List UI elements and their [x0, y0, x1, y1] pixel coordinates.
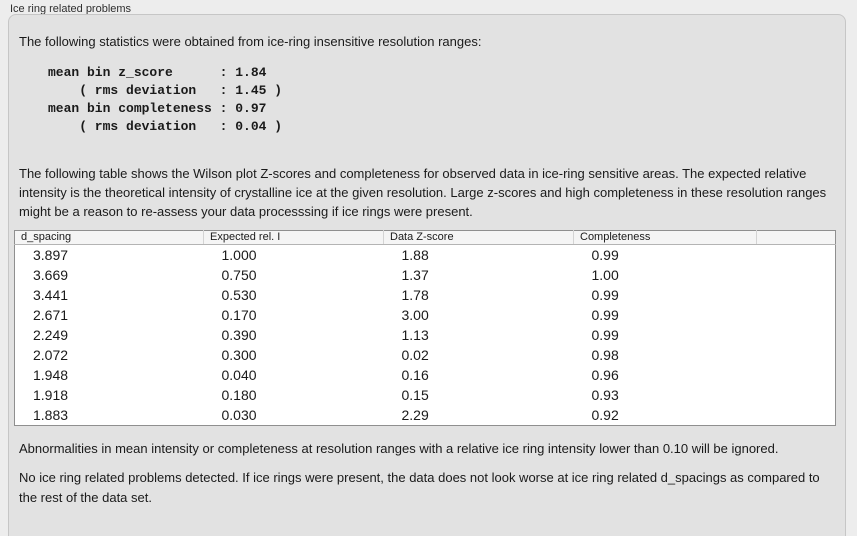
- ice-ring-table: d_spacing Expected rel. I Data Z-score C…: [14, 230, 836, 426]
- column-header-data-z-score[interactable]: Data Z-score: [383, 230, 574, 245]
- cell-completeness: 1.00: [591, 267, 619, 283]
- cell-expected-rel-i: 0.530: [221, 287, 257, 303]
- cell-data-z-score: 0.15: [401, 387, 429, 403]
- cell-expected-rel-i: 0.390: [221, 327, 257, 343]
- column-header-spacer: [756, 230, 836, 245]
- cell-completeness: 0.98: [591, 347, 619, 363]
- table-row[interactable]: 3.441 0.530 1.78 0.99: [15, 285, 836, 305]
- cell-completeness: 0.96: [591, 367, 619, 383]
- ice-ring-panel: The following statistics were obtained f…: [8, 14, 846, 536]
- stats-block: mean bin z_score : 1.84 ( rms deviation …: [48, 64, 833, 136]
- cell-data-z-score: 3.00: [401, 307, 429, 323]
- cell-completeness: 0.93: [591, 387, 619, 403]
- cell-completeness: 0.99: [591, 247, 619, 263]
- column-header-completeness[interactable]: Completeness: [573, 230, 757, 245]
- cell-expected-rel-i: 0.750: [221, 267, 257, 283]
- table-row[interactable]: 2.072 0.300 0.02 0.98: [15, 345, 836, 365]
- cell-d-spacing: 2.249: [33, 327, 69, 343]
- cell-data-z-score: 2.29: [401, 407, 429, 423]
- cell-expected-rel-i: 0.040: [221, 367, 257, 383]
- cell-spacer: [757, 405, 836, 426]
- page-title: Ice ring related problems: [10, 3, 132, 15]
- cell-d-spacing: 1.918: [33, 387, 69, 403]
- column-header-expected-rel-i[interactable]: Expected rel. I: [203, 230, 384, 245]
- table-row[interactable]: 2.671 0.170 3.00 0.99: [15, 305, 836, 325]
- cell-spacer: [757, 365, 836, 385]
- stat-line-z-score-rms: ( rms deviation : 1.45 ): [48, 83, 283, 98]
- cell-spacer: [757, 305, 836, 325]
- cell-d-spacing: 3.897: [33, 247, 69, 263]
- cell-d-spacing: 2.671: [33, 307, 69, 323]
- intro-text: The following statistics were obtained f…: [19, 34, 482, 49]
- table-row[interactable]: 1.883 0.030 2.29 0.92: [15, 405, 836, 426]
- cell-expected-rel-i: 0.300: [221, 347, 257, 363]
- cell-spacer: [757, 345, 836, 365]
- cell-spacer: [757, 325, 836, 345]
- cell-data-z-score: 1.13: [401, 327, 429, 343]
- stat-line-mean-completeness: mean bin completeness : 0.97: [48, 101, 267, 116]
- cell-d-spacing: 1.883: [33, 407, 69, 423]
- cell-spacer: [757, 385, 836, 405]
- cell-data-z-score: 0.16: [401, 367, 429, 383]
- table-body: 3.897 1.000 1.88 0.99 3.669 0.750 1.37 1…: [15, 245, 836, 426]
- cell-data-z-score: 0.02: [401, 347, 429, 363]
- cell-spacer: [757, 245, 836, 266]
- cell-completeness: 0.92: [591, 407, 619, 423]
- cell-expected-rel-i: 0.180: [221, 387, 257, 403]
- cell-spacer: [757, 265, 836, 285]
- cell-completeness: 0.99: [591, 327, 619, 343]
- table-description: The following table shows the Wilson plo…: [19, 166, 827, 219]
- cell-d-spacing: 2.072: [33, 347, 69, 363]
- conclusion-text: No ice ring related problems detected. I…: [19, 470, 820, 505]
- cell-data-z-score: 1.88: [401, 247, 429, 263]
- cell-d-spacing: 3.669: [33, 267, 69, 283]
- cell-expected-rel-i: 0.170: [221, 307, 257, 323]
- cell-completeness: 0.99: [591, 287, 619, 303]
- column-header-d-spacing[interactable]: d_spacing: [14, 230, 204, 245]
- cell-expected-rel-i: 0.030: [221, 407, 257, 423]
- cell-spacer: [757, 285, 836, 305]
- cell-data-z-score: 1.37: [401, 267, 429, 283]
- stat-line-mean-z-score: mean bin z_score : 1.84: [48, 65, 267, 80]
- cell-completeness: 0.99: [591, 307, 619, 323]
- cell-expected-rel-i: 1.000: [221, 247, 257, 263]
- ignore-note: Abnormalities in mean intensity or compl…: [19, 441, 779, 456]
- table-row[interactable]: 1.948 0.040 0.16 0.96: [15, 365, 836, 385]
- cell-data-z-score: 1.78: [401, 287, 429, 303]
- table-row[interactable]: 3.669 0.750 1.37 1.00: [15, 265, 836, 285]
- table-row[interactable]: 1.918 0.180 0.15 0.93: [15, 385, 836, 405]
- table-header: d_spacing Expected rel. I Data Z-score C…: [14, 230, 836, 245]
- cell-d-spacing: 1.948: [33, 367, 69, 383]
- cell-d-spacing: 3.441: [33, 287, 69, 303]
- table-row[interactable]: 2.249 0.390 1.13 0.99: [15, 325, 836, 345]
- stat-line-completeness-rms: ( rms deviation : 0.04 ): [48, 119, 283, 134]
- table-row[interactable]: 3.897 1.000 1.88 0.99: [15, 245, 836, 266]
